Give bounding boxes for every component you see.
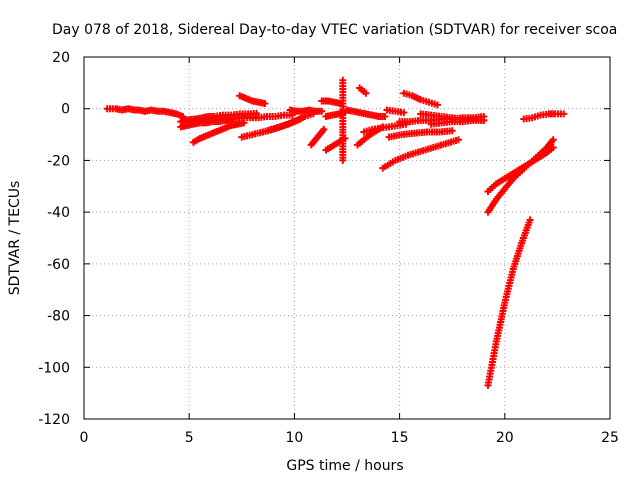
series-U xyxy=(383,106,408,117)
data-point xyxy=(480,116,488,124)
series-H xyxy=(259,110,317,136)
x-axis-label: GPS time / hours xyxy=(286,458,403,474)
series-T xyxy=(385,127,456,141)
data-point xyxy=(381,112,389,120)
series-P xyxy=(356,84,370,97)
y-tick-label: -60 xyxy=(47,257,70,273)
chart-title: Day 078 of 2018, Sidereal Day-to-day VTE… xyxy=(52,22,617,38)
data-point xyxy=(549,144,557,151)
x-tick-label: 0 xyxy=(80,430,89,446)
data-point xyxy=(526,216,534,224)
data-point xyxy=(560,110,568,118)
series-AA xyxy=(484,136,557,216)
x-tick-label: 25 xyxy=(601,430,619,446)
data-points xyxy=(103,76,568,389)
x-tick-label: 10 xyxy=(285,430,303,446)
data-point xyxy=(455,136,463,144)
y-tick-label: -80 xyxy=(47,309,70,325)
data-point xyxy=(400,109,408,117)
series-Z xyxy=(484,216,534,389)
series-N xyxy=(339,76,347,164)
y-tick-label: 20 xyxy=(52,50,70,66)
y-tick-label: -20 xyxy=(47,153,70,169)
data-point xyxy=(240,119,248,127)
series-AC xyxy=(520,110,568,123)
plot-area-border xyxy=(83,56,611,420)
y-tick-label: -120 xyxy=(38,412,70,428)
y-tick-label: -100 xyxy=(38,360,70,376)
series-R xyxy=(360,120,410,136)
series-Y xyxy=(427,116,488,128)
data-point xyxy=(448,127,456,135)
y-axis-label: SDTVAR / TECUs xyxy=(7,181,23,296)
data-point xyxy=(433,101,441,109)
series-O xyxy=(343,106,389,120)
series-AB xyxy=(484,144,557,195)
series-J xyxy=(307,125,328,149)
data-point xyxy=(362,89,370,97)
series-V xyxy=(400,89,441,109)
data-point xyxy=(261,100,269,108)
y-tick-label: -40 xyxy=(47,205,70,221)
x-tick-label: 20 xyxy=(496,430,514,446)
data-point xyxy=(549,136,557,144)
series-F xyxy=(236,92,269,108)
x-tick-label: 15 xyxy=(391,430,409,446)
data-point xyxy=(339,156,347,164)
data-point xyxy=(318,107,326,115)
axis-ticks: 0 5 10 15 20 25 -120 -100 -80 -60 -40 -20 0 20 xyxy=(38,50,619,446)
series-E xyxy=(177,116,235,131)
x-tick-label: 5 xyxy=(185,430,194,446)
series-S xyxy=(379,136,463,172)
data-point xyxy=(320,125,328,133)
series-I xyxy=(286,106,326,115)
series-A xyxy=(103,105,187,120)
series-D xyxy=(189,119,248,146)
data-point xyxy=(227,116,235,124)
y-tick-label: 0 xyxy=(61,102,70,118)
